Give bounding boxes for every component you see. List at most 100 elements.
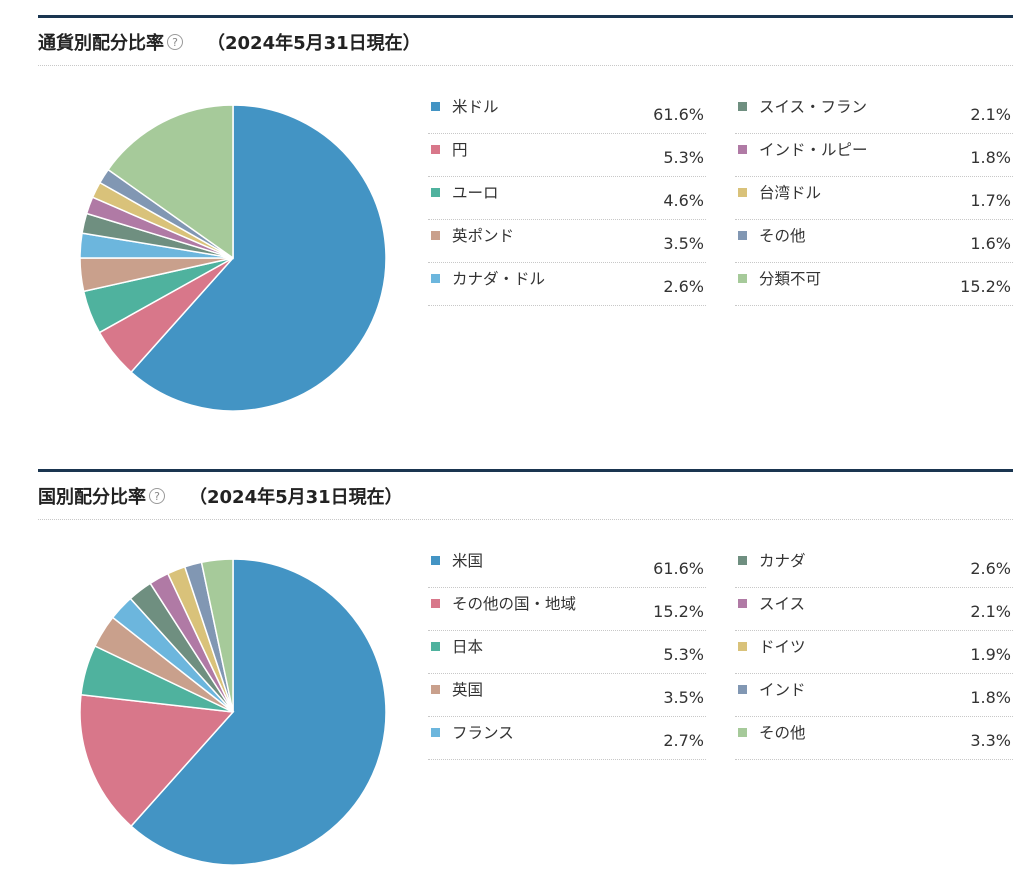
- legend-item: その他 1.6%: [735, 220, 1013, 263]
- pie-slice-1: [130, 558, 387, 866]
- legend-value: 3.5%: [663, 234, 704, 253]
- section-title: 国別配分比率: [38, 487, 146, 508]
- legend-value: 2.6%: [970, 559, 1011, 578]
- legend-value: 15.2%: [960, 277, 1011, 296]
- pie-slice-1: [130, 104, 387, 412]
- section-top-rule: [38, 15, 1013, 18]
- legend-label: その他: [759, 724, 806, 742]
- legend-label: 英国: [452, 681, 484, 699]
- legend-label: スイス・フラン: [759, 98, 868, 116]
- legend-item: カナダ 2.6%: [735, 545, 1013, 588]
- legend-swatch: [431, 231, 440, 240]
- legend-value: 15.2%: [653, 602, 704, 621]
- legend-swatch: [431, 145, 440, 154]
- question-circle-icon[interactable]: ?: [149, 488, 165, 504]
- section-title: 通貨別配分比率: [38, 33, 164, 54]
- legend-swatch: [431, 274, 440, 283]
- section-header: 通貨別配分比率 ? （2024年5月31日現在）: [38, 28, 421, 56]
- legend-swatch: [738, 642, 747, 651]
- currency-pie-chart: [79, 104, 387, 412]
- legend-item: 台湾ドル 1.7%: [735, 177, 1013, 220]
- legend-label: その他の国・地域: [452, 595, 577, 613]
- legend-item: 米ドル 61.6%: [428, 91, 706, 134]
- legend-swatch: [738, 188, 747, 197]
- legend-swatch: [738, 685, 747, 694]
- legend-swatch: [431, 188, 440, 197]
- legend-label: スイス: [759, 595, 806, 613]
- question-circle-icon[interactable]: ?: [167, 34, 183, 50]
- legend-value: 1.6%: [970, 234, 1011, 253]
- as-of-date: （2024年5月31日現在）: [189, 487, 403, 508]
- legend-item: スイス 2.1%: [735, 588, 1013, 631]
- country-allocation-section: 国別配分比率 ? （2024年5月31日現在） 米国 61.6% その他の国・地域 1…: [38, 469, 1013, 889]
- pie-slice-10: [107, 104, 234, 260]
- legend-label: その他: [759, 227, 806, 245]
- legend-swatch: [738, 728, 747, 737]
- legend-column-left: 米ドル 61.6% 円 5.3% ユーロ 4.6% 英ポンド 3.5% カナダ・ドル 2.6%: [428, 91, 706, 306]
- legend-value: 3.3%: [970, 731, 1011, 750]
- legend-value: 2.7%: [663, 731, 704, 750]
- legend-swatch: [738, 231, 747, 240]
- legend-label: カナダ・ドル: [452, 270, 546, 288]
- legend-swatch: [738, 556, 747, 565]
- legend-label: 台湾ドル: [759, 184, 822, 202]
- pie-slice-10: [200, 558, 234, 713]
- legend-column-right: カナダ 2.6% スイス 2.1% ドイツ 1.9% インド 1.8% その他 3.3%: [735, 545, 1013, 760]
- legend-value: 61.6%: [653, 559, 704, 578]
- legend-item: ユーロ 4.6%: [428, 177, 706, 220]
- legend-label: インド: [759, 681, 806, 699]
- pie-slice-2: [79, 693, 235, 828]
- legend-label: 米ドル: [452, 98, 499, 116]
- header-divider: [38, 65, 1013, 66]
- country-pie-chart: [79, 558, 387, 866]
- legend-value: 2.6%: [663, 277, 704, 296]
- legend-item: カナダ・ドル 2.6%: [428, 263, 706, 306]
- legend-value: 61.6%: [653, 105, 704, 124]
- legend-label: フランス: [452, 724, 514, 742]
- legend-label: ドイツ: [759, 638, 806, 656]
- legend-item: その他 3.3%: [735, 717, 1013, 760]
- legend-item: 英国 3.5%: [428, 674, 706, 717]
- legend-swatch: [431, 642, 440, 651]
- legend-swatch: [431, 685, 440, 694]
- legend-swatch: [738, 102, 747, 111]
- legend-value: 1.9%: [970, 645, 1011, 664]
- legend-swatch: [431, 556, 440, 565]
- legend-item: その他の国・地域 15.2%: [428, 588, 706, 631]
- legend-value: 1.8%: [970, 148, 1011, 167]
- legend-item: インド 1.8%: [735, 674, 1013, 717]
- legend-value: 5.3%: [663, 148, 704, 167]
- legend-item: ドイツ 1.9%: [735, 631, 1013, 674]
- legend-swatch: [738, 274, 747, 283]
- legend-value: 3.5%: [663, 688, 704, 707]
- header-divider: [38, 519, 1013, 520]
- currency-allocation-section: 通貨別配分比率 ? （2024年5月31日現在） 米ドル 61.6% 円 5.3% ユー…: [38, 15, 1013, 455]
- as-of-date: （2024年5月31日現在）: [207, 33, 421, 54]
- legend-swatch: [431, 599, 440, 608]
- legend-label: 英ポンド: [452, 227, 515, 245]
- legend-value: 1.7%: [970, 191, 1011, 210]
- legend-value: 2.1%: [970, 602, 1011, 621]
- legend-label: 日本: [452, 638, 484, 656]
- legend-item: 米国 61.6%: [428, 545, 706, 588]
- legend-item: フランス 2.7%: [428, 717, 706, 760]
- legend-swatch: [738, 145, 747, 154]
- legend-swatch: [738, 599, 747, 608]
- legend-label: 円: [452, 141, 468, 159]
- legend-label: インド・ルピー: [759, 141, 868, 159]
- legend-value: 1.8%: [970, 688, 1011, 707]
- legend-label: 分類不可: [759, 270, 822, 288]
- legend-item: 分類不可 15.2%: [735, 263, 1013, 306]
- legend-item: 円 5.3%: [428, 134, 706, 177]
- legend-item: インド・ルピー 1.8%: [735, 134, 1013, 177]
- legend-item: 日本 5.3%: [428, 631, 706, 674]
- legend-label: カナダ: [759, 552, 806, 570]
- legend-label: 米国: [452, 552, 484, 570]
- legend-value: 5.3%: [663, 645, 704, 664]
- legend-item: 英ポンド 3.5%: [428, 220, 706, 263]
- section-header: 国別配分比率 ? （2024年5月31日現在）: [38, 482, 403, 510]
- legend-swatch: [431, 728, 440, 737]
- legend-value: 2.1%: [970, 105, 1011, 124]
- section-top-rule: [38, 469, 1013, 472]
- legend-label: ユーロ: [452, 184, 499, 202]
